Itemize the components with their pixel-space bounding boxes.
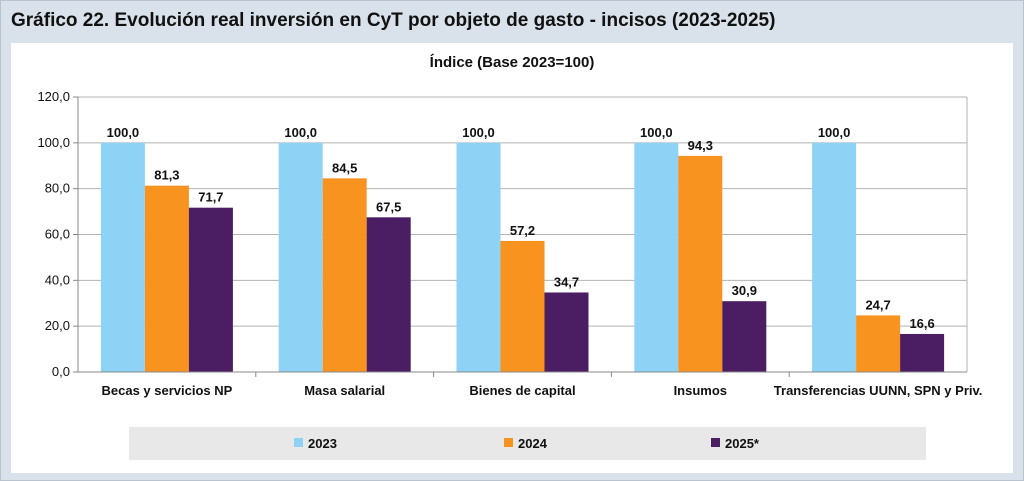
data-label: 71,7 (198, 190, 223, 205)
bar-2025 (366, 217, 411, 372)
legend-box (129, 427, 926, 460)
y-tick-label: 80,0 (45, 181, 70, 196)
bar-2025 (722, 301, 767, 372)
data-label: 16,6 (909, 316, 934, 331)
data-label: 67,5 (376, 199, 401, 214)
data-label: 100,0 (818, 125, 851, 140)
bar-chart: Índice (Base 2023=100) 100,081,371,7100,… (37, 54, 982, 460)
bar-2025 (188, 207, 233, 372)
bar-2024 (500, 240, 545, 372)
data-label: 100,0 (284, 125, 317, 140)
y-tick-label: 100,0 (37, 135, 70, 150)
bar-2023 (278, 142, 323, 372)
figure-header: Gráfico 22. Evolución real inversión en … (1, 1, 1023, 41)
bar-2023 (634, 142, 679, 372)
bar-2024 (322, 178, 367, 372)
x-category-label: Masa salarial (304, 383, 385, 398)
bar-2025 (900, 333, 945, 372)
bar-2023 (812, 142, 857, 372)
legend-label: 2024 (518, 436, 548, 451)
y-tick-label: 20,0 (45, 318, 70, 333)
chart-subtitle: Índice (Base 2023=100) (430, 54, 595, 71)
bar-2024 (678, 155, 723, 372)
axes: 0,0 20,0 40,0 60,0 80,0 100,0 120,0 Becas y ser… (37, 89, 982, 398)
bar-2023 (100, 142, 145, 372)
data-label: 57,2 (510, 223, 535, 238)
data-label: 24,7 (865, 297, 890, 312)
legend-label: 2025* (725, 436, 760, 451)
bar-2024 (856, 315, 901, 372)
data-label: 100,0 (107, 125, 140, 140)
y-tick-label: 120,0 (37, 89, 70, 104)
legend-swatch (294, 438, 303, 447)
bar-2025 (544, 292, 589, 372)
bar-2023 (456, 142, 501, 372)
legend-swatch (711, 438, 720, 447)
legend: 2023 2024 2025* (129, 427, 926, 460)
data-label: 94,3 (688, 138, 713, 153)
legend-label: 2023 (308, 436, 337, 451)
x-category-label: Becas y servicios NP (101, 383, 232, 398)
data-label: 30,9 (732, 283, 757, 298)
x-category-label: Insumos (674, 383, 727, 398)
x-category-label: Transferencias UUNN, SPN y Priv. (774, 383, 983, 398)
figure-title: Gráfico 22. Evolución real inversión en … (11, 10, 776, 31)
data-label: 81,3 (154, 168, 179, 183)
data-label: 100,0 (640, 125, 673, 140)
legend-swatch (504, 438, 513, 447)
data-label: 84,5 (332, 160, 357, 175)
y-tick-label: 40,0 (45, 272, 70, 287)
chart-panel: Índice (Base 2023=100) 100,0 81,3 71,7 100,… (11, 43, 1013, 473)
bars: 100,0 81,3 71,7 100,0 84,5 67,5 100,0 57,2 34,7 1… (100, 125, 945, 372)
y-tick-label: 60,0 (45, 227, 70, 242)
data-label: 34,7 (554, 274, 579, 289)
x-category-label: Bienes de capital (469, 383, 575, 398)
bar-2024 (144, 185, 189, 372)
y-tick-label: 0,0 (52, 364, 70, 379)
data-label: 100,0 (462, 125, 495, 140)
